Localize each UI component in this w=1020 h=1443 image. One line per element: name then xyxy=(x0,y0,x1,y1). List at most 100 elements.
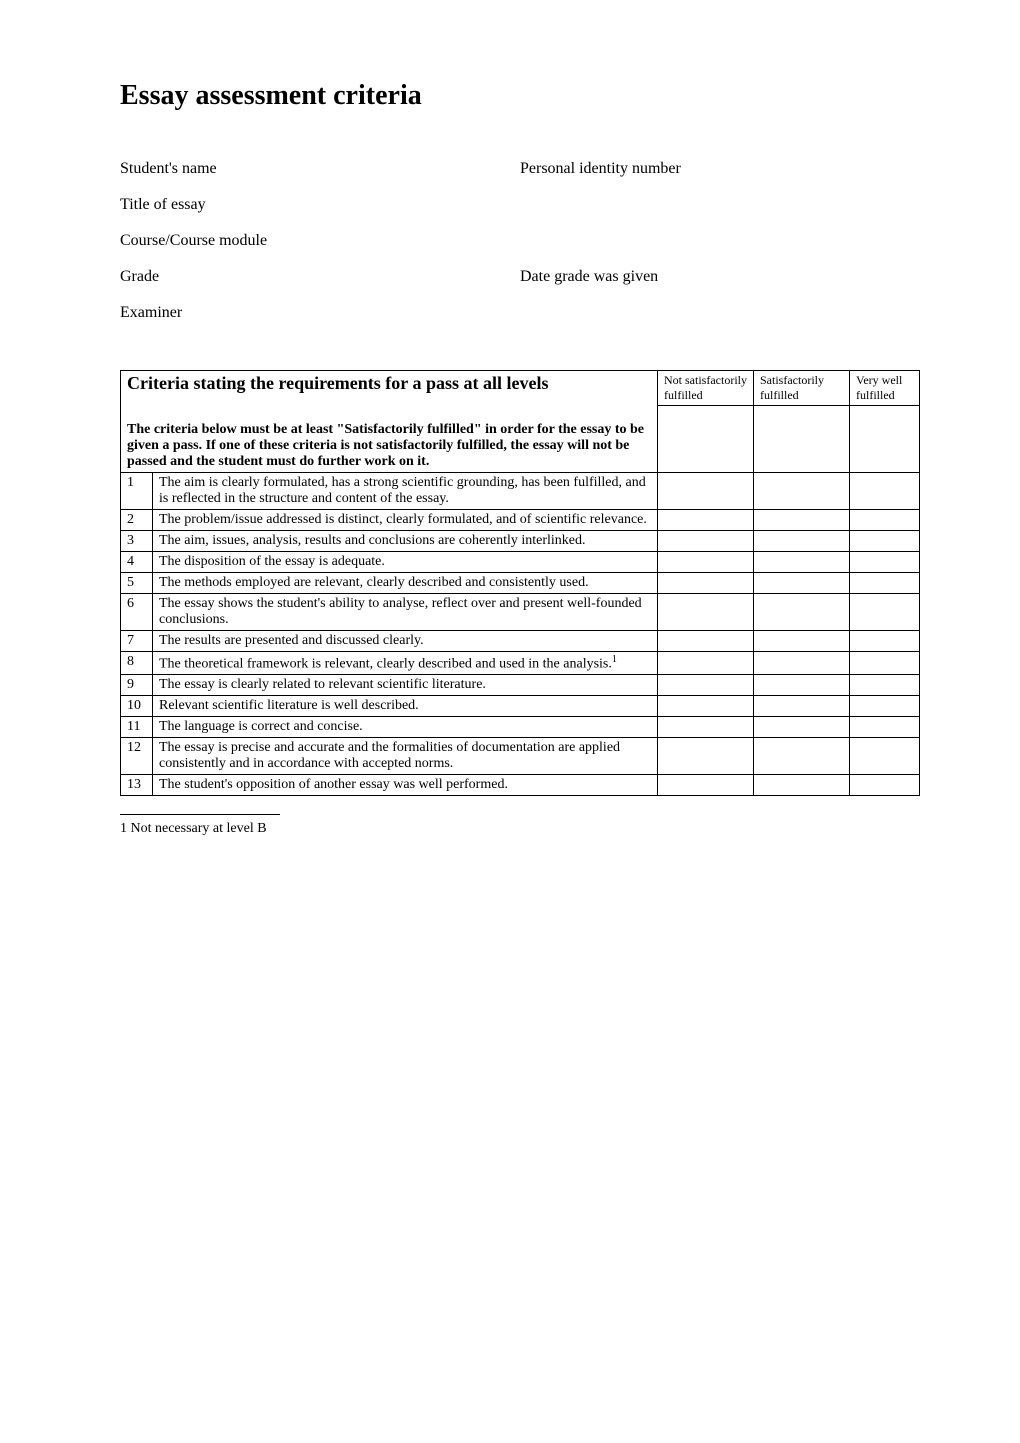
table-row: 12 The essay is precise and accurate and… xyxy=(121,738,920,775)
row-number: 7 xyxy=(121,630,153,651)
table-cell xyxy=(658,572,754,593)
table-cell xyxy=(754,551,850,572)
table-cell xyxy=(658,651,754,675)
info-grid: Student's name Personal identity number … xyxy=(120,160,920,322)
course-module-label: Course/Course module xyxy=(120,232,920,250)
table-sub-instructions-row: The criteria below must be at least "Sat… xyxy=(121,406,920,473)
table-cell xyxy=(850,530,920,551)
table-cell xyxy=(658,675,754,696)
row-criteria-text: The results are presented and discussed … xyxy=(153,630,658,651)
table-row: 6The essay shows the student's ability t… xyxy=(121,593,920,630)
row-criteria-text: The theoretical framework is relevant, c… xyxy=(153,651,658,675)
footnote-separator xyxy=(120,814,280,815)
table-cell xyxy=(850,738,920,775)
table-row: 8The theoretical framework is relevant, … xyxy=(121,651,920,675)
row-number: 12 xyxy=(121,738,153,775)
table-cell xyxy=(754,530,850,551)
header-col-satisfactorily: Satisfactorily fulfilled xyxy=(754,371,850,406)
header-col-not-satisfactorily: Not satisfactorily fulfilled xyxy=(658,371,754,406)
table-cell xyxy=(658,630,754,651)
row-number: 11 xyxy=(121,717,153,738)
table-cell xyxy=(658,738,754,775)
student-name-label: Student's name xyxy=(120,160,520,178)
table-row: 11 The language is correct and concise. xyxy=(121,717,920,738)
table-cell xyxy=(850,630,920,651)
date-grade-label: Date grade was given xyxy=(520,268,920,286)
grade-label: Grade xyxy=(120,268,520,286)
table-cell xyxy=(658,472,754,509)
table-cell xyxy=(658,530,754,551)
table-cell xyxy=(850,472,920,509)
row-number: 1 xyxy=(121,472,153,509)
table-cell xyxy=(754,630,850,651)
table-cell xyxy=(850,572,920,593)
row-number: 9 xyxy=(121,675,153,696)
row-number: 2 xyxy=(121,509,153,530)
table-cell xyxy=(658,509,754,530)
row-number: 4 xyxy=(121,551,153,572)
row-criteria-text: The aim, issues, analysis, results and c… xyxy=(153,530,658,551)
table-cell xyxy=(850,551,920,572)
row-criteria-text: The essay is precise and accurate and th… xyxy=(153,738,658,775)
table-cell xyxy=(754,593,850,630)
row-criteria-text: The disposition of the essay is adequate… xyxy=(153,551,658,572)
table-cell xyxy=(850,509,920,530)
table-cell xyxy=(850,406,920,473)
table-cell xyxy=(850,775,920,796)
personal-id-label: Personal identity number xyxy=(520,160,920,178)
table-row: 2The problem/issue addressed is distinct… xyxy=(121,509,920,530)
table-cell xyxy=(754,675,850,696)
row-number: 5 xyxy=(121,572,153,593)
table-row: 10Relevant scientific literature is well… xyxy=(121,696,920,717)
table-cell xyxy=(658,551,754,572)
table-row: 3 The aim, issues, analysis, results and… xyxy=(121,530,920,551)
row-number: 13 xyxy=(121,775,153,796)
table-cell xyxy=(658,406,754,473)
table-cell xyxy=(850,593,920,630)
row-criteria-text: The methods employed are relevant, clear… xyxy=(153,572,658,593)
table-cell xyxy=(754,472,850,509)
row-criteria-text: The student's opposition of another essa… xyxy=(153,775,658,796)
table-cell xyxy=(754,738,850,775)
table-row: 5The methods employed are relevant, clea… xyxy=(121,572,920,593)
table-cell xyxy=(658,775,754,796)
table-cell xyxy=(754,572,850,593)
row-number: 6 xyxy=(121,593,153,630)
row-criteria-text: The essay shows the student's ability to… xyxy=(153,593,658,630)
title-of-essay-label: Title of essay xyxy=(120,196,920,214)
table-row: 4The disposition of the essay is adequat… xyxy=(121,551,920,572)
table-cell xyxy=(754,717,850,738)
row-criteria-text: The language is correct and concise. xyxy=(153,717,658,738)
table-cell xyxy=(754,696,850,717)
header-col-very-well: Very well fulfilled xyxy=(850,371,920,406)
table-cell xyxy=(850,651,920,675)
row-number: 3 xyxy=(121,530,153,551)
table-row: 1The aim is clearly formulated, has a st… xyxy=(121,472,920,509)
criteria-table: Criteria stating the requirements for a … xyxy=(120,370,920,796)
sub-instructions-cell: The criteria below must be at least "Sat… xyxy=(121,406,658,473)
footnote-ref: 1 xyxy=(612,654,617,665)
table-row: 9The essay is clearly related to relevan… xyxy=(121,675,920,696)
footnote-marker: 1 xyxy=(120,821,127,836)
table-header-row: Criteria stating the requirements for a … xyxy=(121,371,920,406)
table-cell xyxy=(754,775,850,796)
footnote: 1 Not necessary at level B xyxy=(120,821,920,837)
table-cell xyxy=(658,593,754,630)
table-cell xyxy=(658,717,754,738)
row-number: 10 xyxy=(121,696,153,717)
header-criteria-cell: Criteria stating the requirements for a … xyxy=(121,371,658,406)
examiner-label: Examiner xyxy=(120,304,920,322)
row-number: 8 xyxy=(121,651,153,675)
table-cell xyxy=(658,696,754,717)
table-cell xyxy=(754,406,850,473)
table-cell xyxy=(754,509,850,530)
header-criteria-title: Criteria stating the requirements for a … xyxy=(127,373,548,393)
table-cell xyxy=(850,696,920,717)
table-cell xyxy=(850,717,920,738)
row-criteria-text: The aim is clearly formulated, has a str… xyxy=(153,472,658,509)
row-criteria-text: Relevant scientific literature is well d… xyxy=(153,696,658,717)
page-title: Essay assessment criteria xyxy=(120,80,920,112)
table-cell xyxy=(850,675,920,696)
table-row: 13The student's opposition of another es… xyxy=(121,775,920,796)
footnote-text: Not necessary at level B xyxy=(127,821,267,836)
